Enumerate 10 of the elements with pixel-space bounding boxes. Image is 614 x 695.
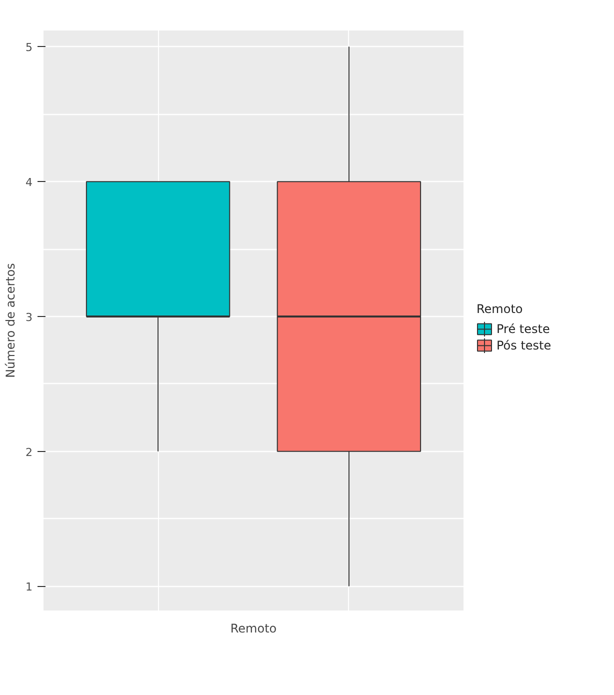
- y-tick-label: 2: [26, 446, 32, 459]
- y-tick-label: 1: [26, 580, 32, 594]
- y-tick-label: 3: [26, 310, 32, 324]
- y-tick-label: 4: [26, 176, 32, 190]
- legend-title: Remoto: [476, 302, 523, 316]
- legend-label: Pré teste: [496, 322, 550, 336]
- legend-label: Pós teste: [496, 338, 552, 353]
- y-axis-title: Número de acertos: [4, 263, 18, 378]
- y-tick-label: 5: [26, 41, 32, 54]
- x-axis-title: Remoto: [230, 622, 277, 636]
